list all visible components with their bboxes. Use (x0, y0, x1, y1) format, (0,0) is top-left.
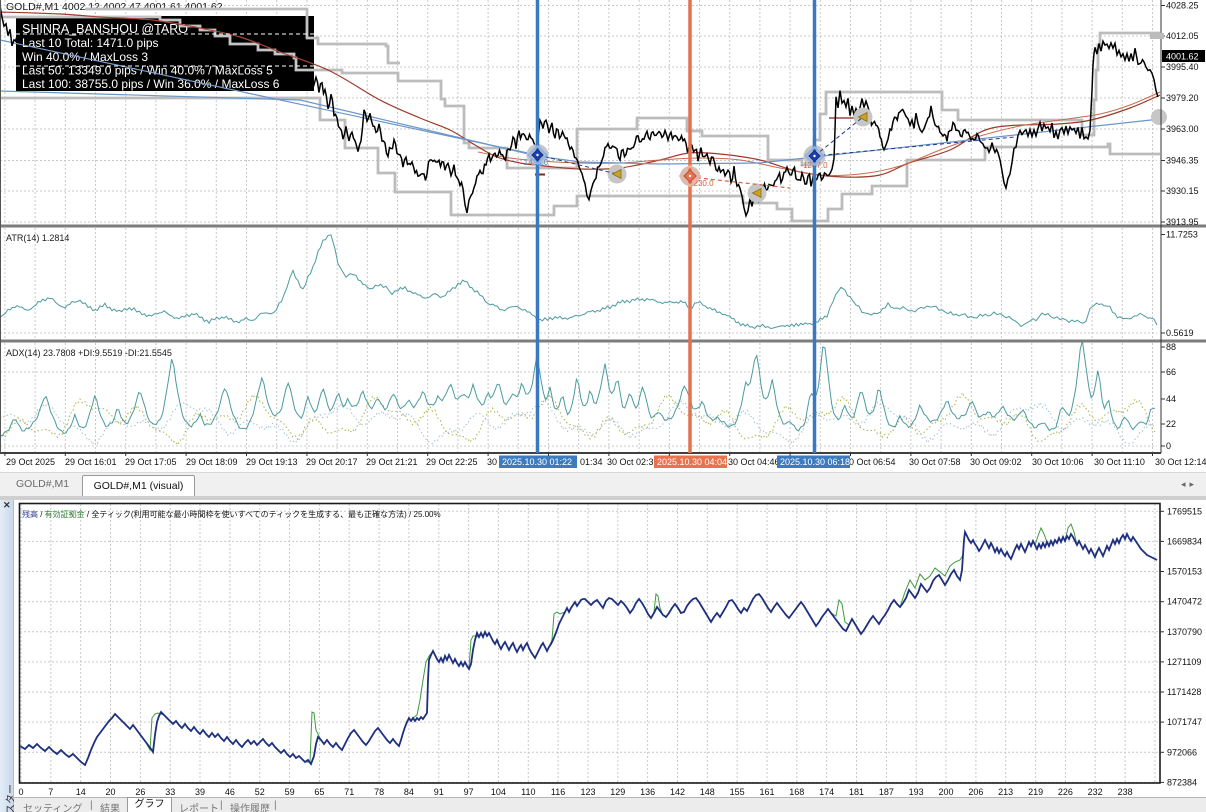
svg-text:GOLD#,M1 4002.12 4002.47 4001: GOLD#,M1 4002.12 4002.47 4001.61 4001.62 (6, 1, 223, 13)
svg-text:33: 33 (165, 787, 175, 797)
svg-text:0.5619: 0.5619 (1166, 328, 1194, 338)
svg-text:206: 206 (968, 787, 983, 797)
svg-text:3963.00: 3963.00 (1166, 124, 1199, 134)
svg-text:226: 226 (1058, 787, 1073, 797)
svg-text:3995.40: 3995.40 (1166, 62, 1199, 72)
svg-text:2025.10.30 01:22: 2025.10.30 01:22 (502, 457, 572, 467)
svg-text:129: 129 (610, 787, 625, 797)
svg-text:52: 52 (255, 787, 265, 797)
svg-text:123: 123 (580, 787, 595, 797)
svg-text:7: 7 (48, 787, 53, 797)
svg-text:30 Oct 06:54: 30 Oct 06:54 (844, 457, 896, 467)
svg-text:88: 88 (1166, 342, 1176, 352)
svg-text:30 Oct 02:36: 30 Oct 02:36 (607, 457, 659, 467)
svg-text:Last 50: 13349.0 pips / Win 40: Last 50: 13349.0 pips / Win 40.0% / MaxL… (22, 64, 273, 78)
svg-text:238: 238 (1118, 787, 1133, 797)
svg-text:1570153: 1570153 (1167, 567, 1202, 577)
svg-text:1171428: 1171428 (1167, 687, 1201, 697)
svg-text:29 Oct 18:09: 29 Oct 18:09 (186, 457, 238, 467)
svg-text:30 Oct 12:14: 30 Oct 12:14 (1155, 457, 1206, 467)
svg-text:200: 200 (938, 787, 953, 797)
svg-text:26: 26 (135, 787, 145, 797)
svg-text:14: 14 (76, 787, 86, 797)
svg-text:29 Oct 16:01: 29 Oct 16:01 (65, 457, 117, 467)
svg-text:174: 174 (819, 787, 834, 797)
svg-text:22: 22 (1166, 419, 1176, 429)
svg-text:3946.35: 3946.35 (1166, 156, 1199, 166)
svg-text:44: 44 (1166, 394, 1176, 404)
svg-text:148: 148 (700, 787, 715, 797)
svg-text:29 Oct 22:25: 29 Oct 22:25 (426, 457, 478, 467)
svg-text:ADX(14) 23.7808 +DI:9.5519 -DI: ADX(14) 23.7808 +DI:9.5519 -DI:21.5545 (6, 348, 172, 358)
svg-text:30 Oct 11:10: 30 Oct 11:10 (1094, 457, 1145, 467)
svg-text:104: 104 (491, 787, 506, 797)
svg-text:136: 136 (640, 787, 655, 797)
svg-text:29 Oct 20:17: 29 Oct 20:17 (306, 457, 358, 467)
svg-text:30 Oct 07:58: 30 Oct 07:58 (909, 457, 961, 467)
svg-text:872384: 872384 (1167, 777, 1197, 787)
svg-text:1271109: 1271109 (1167, 657, 1201, 667)
svg-text:4001.62: 4001.62 (1166, 52, 1199, 62)
svg-text:ATR(14) 1.2814: ATR(14) 1.2814 (6, 233, 69, 243)
svg-text:3979.20: 3979.20 (1166, 93, 1199, 103)
svg-text:46: 46 (225, 787, 235, 797)
svg-text:116: 116 (551, 787, 565, 797)
svg-text:Last 100: 38755.0 pips / Win 3: Last 100: 38755.0 pips / Win 36.0% / Max… (22, 77, 280, 91)
svg-text:4012.05: 4012.05 (1166, 31, 1199, 41)
svg-text:Last 10 Total: 1471.0 pips: Last 10 Total: 1471.0 pips (22, 36, 159, 50)
svg-text:30 Oct 09:02: 30 Oct 09:02 (970, 457, 1022, 467)
svg-text:1769515: 1769515 (1167, 506, 1202, 516)
svg-text:30 Oct 10:06: 30 Oct 10:06 (1032, 457, 1084, 467)
svg-text:161: 161 (759, 787, 774, 797)
svg-text:97: 97 (464, 787, 474, 797)
svg-text:78: 78 (374, 787, 384, 797)
svg-text:11.7253: 11.7253 (1166, 230, 1198, 240)
svg-text:110: 110 (521, 787, 535, 797)
svg-text:29 Oct 19:13: 29 Oct 19:13 (246, 457, 298, 467)
svg-text:972066: 972066 (1167, 747, 1197, 757)
svg-text:187: 187 (879, 787, 894, 797)
svg-text:2025.10.30 04:04: 2025.10.30 04:04 (657, 457, 727, 467)
svg-text:142: 142 (670, 787, 685, 797)
svg-text:168: 168 (789, 787, 804, 797)
svg-text:Win 40.0% / MaxLoss 3: Win 40.0% / MaxLoss 3 (22, 50, 148, 64)
svg-text:1669834: 1669834 (1167, 536, 1202, 546)
svg-text:4028.25: 4028.25 (1166, 1, 1199, 11)
svg-text:155: 155 (730, 787, 745, 797)
svg-text:66: 66 (1166, 367, 1176, 377)
svg-text:59: 59 (285, 787, 295, 797)
svg-text:3930.15: 3930.15 (1166, 186, 1199, 196)
svg-text:219: 219 (1028, 787, 1043, 797)
svg-text:91: 91 (434, 787, 444, 797)
svg-text:29 Oct 17:05: 29 Oct 17:05 (125, 457, 177, 467)
svg-text:84: 84 (404, 787, 414, 797)
svg-text:232: 232 (1088, 787, 1103, 797)
svg-text:71: 71 (344, 787, 354, 797)
svg-text:-1230.0: -1230.0 (686, 179, 714, 188)
svg-text:39: 39 (195, 787, 205, 797)
svg-text:3913.95: 3913.95 (1166, 217, 1199, 227)
svg-text:20: 20 (105, 787, 115, 797)
svg-text:29 Oct 2025: 29 Oct 2025 (6, 457, 55, 467)
svg-text:1370790: 1370790 (1167, 627, 1202, 637)
svg-text:01:34: 01:34 (580, 457, 603, 467)
svg-text:1470472: 1470472 (1167, 597, 1202, 607)
svg-text:65: 65 (314, 787, 324, 797)
svg-text:30 Oct 04:46: 30 Oct 04:46 (728, 457, 780, 467)
svg-text:181: 181 (849, 787, 864, 797)
svg-text:SHINRA_BANSHOU @TARO: SHINRA_BANSHOU @TARO (22, 22, 188, 36)
svg-text:29 Oct 21:21: 29 Oct 21:21 (366, 457, 418, 467)
svg-text:213: 213 (998, 787, 1013, 797)
svg-text:0: 0 (1166, 441, 1171, 451)
svg-text:1071747: 1071747 (1167, 717, 1202, 727)
svg-text:2025.10.30 06:18: 2025.10.30 06:18 (780, 457, 850, 467)
svg-text:0: 0 (18, 787, 23, 797)
svg-text:193: 193 (909, 787, 924, 797)
